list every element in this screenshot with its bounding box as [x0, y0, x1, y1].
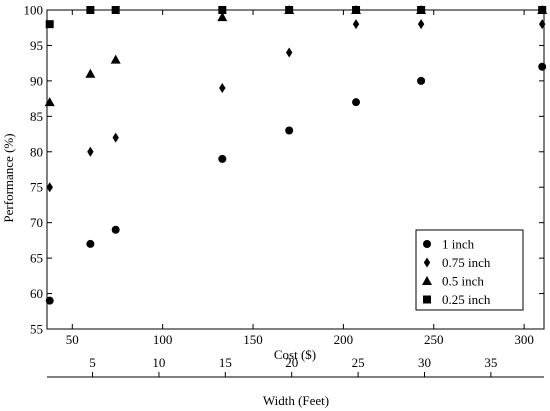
y-tick-label: 80	[30, 144, 43, 159]
data-point	[217, 12, 228, 22]
y-tick-label: 90	[30, 73, 43, 88]
legend-marker	[423, 257, 431, 268]
data-point	[352, 98, 361, 107]
data-point	[352, 6, 361, 14]
data-point	[87, 146, 94, 157]
y-tick-label: 75	[30, 180, 43, 195]
x-tick-label: 300	[514, 332, 534, 347]
data-point	[45, 20, 54, 29]
y-axis-label: Performance (%)	[1, 133, 16, 222]
data-point	[417, 6, 426, 14]
legend-marker	[423, 295, 431, 304]
data-point	[538, 6, 547, 14]
secondary-x-tick-label: 25	[352, 355, 365, 370]
x-tick-label: 100	[153, 332, 173, 347]
y-tick-label: 65	[30, 251, 43, 266]
x-tick-label: 250	[424, 332, 444, 347]
data-point	[417, 19, 425, 30]
data-point	[352, 19, 360, 30]
y-tick-label: 60	[30, 286, 43, 301]
data-point	[44, 97, 55, 107]
y-tick-label: 55	[30, 322, 43, 337]
legend-marker	[422, 276, 432, 285]
data-point	[285, 126, 294, 135]
secondary-x-axis-label: Width (Feet)	[263, 393, 329, 408]
data-point	[110, 54, 121, 64]
legend-label: 1 inch	[442, 237, 475, 252]
data-point	[285, 47, 293, 58]
data-point	[538, 19, 546, 30]
data-point	[111, 6, 120, 14]
data-point	[285, 6, 294, 14]
legend-label: 0.75 inch	[442, 255, 491, 270]
plot-frame	[46, 9, 545, 330]
data-point	[219, 82, 226, 93]
x-tick-label: 150	[243, 332, 263, 347]
data-point	[46, 182, 53, 193]
data-point	[112, 132, 119, 143]
x-tick-label: 50	[66, 332, 79, 347]
data-point	[45, 296, 54, 305]
legend-box	[415, 229, 524, 311]
legend-marker	[423, 240, 431, 248]
data-point	[218, 154, 227, 163]
data-point	[86, 6, 95, 14]
secondary-x-tick-label: 35	[484, 355, 497, 370]
data-point	[417, 76, 426, 85]
secondary-x-tick-label: 15	[219, 355, 232, 370]
data-point	[111, 225, 120, 234]
y-tick-label: 100	[24, 3, 44, 18]
x-tick-label: 200	[334, 332, 354, 347]
x-axis-label: Cost ($)	[274, 347, 316, 362]
data-point	[538, 62, 547, 71]
y-tick-label: 85	[30, 109, 43, 124]
secondary-x-tick-label: 30	[418, 355, 431, 370]
legend-label: 0.5 inch	[442, 274, 484, 289]
secondary-x-tick-label: 5	[89, 355, 96, 370]
data-point	[85, 68, 96, 78]
secondary-x-tick-label: 10	[152, 355, 165, 370]
data-point	[218, 6, 227, 14]
data-point	[86, 239, 95, 248]
legend-label: 0.25 inch	[442, 292, 491, 307]
y-tick-label: 95	[30, 38, 43, 53]
y-tick-label: 70	[30, 215, 43, 230]
secondary-x-tick-label: 20	[285, 355, 298, 370]
